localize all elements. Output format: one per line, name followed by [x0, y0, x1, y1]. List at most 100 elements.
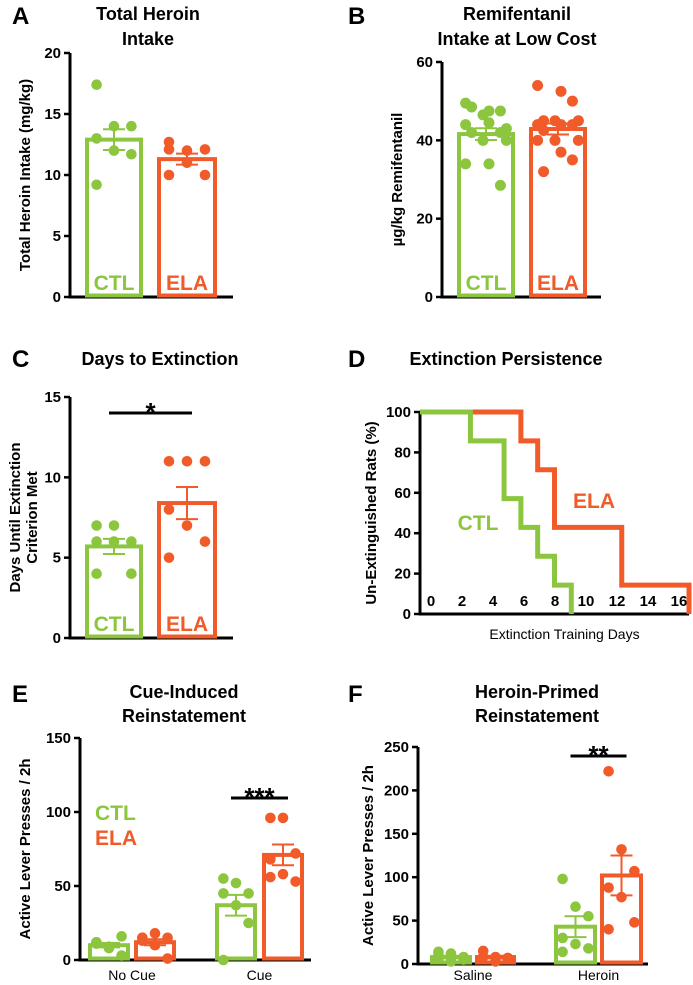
x-category-label: No Cue	[108, 967, 156, 983]
panel-title: Days to Extinction	[81, 349, 238, 369]
y-tick-label: 20	[394, 566, 411, 583]
data-point	[494, 127, 506, 138]
data-point	[91, 520, 102, 531]
data-point	[557, 932, 568, 944]
panel-title: Reinstatement	[475, 706, 599, 726]
data-point	[290, 848, 301, 859]
data-point	[483, 117, 495, 129]
data-point	[566, 95, 578, 107]
panel-letter: D	[348, 346, 365, 373]
data-point	[532, 134, 544, 146]
data-point	[116, 950, 127, 961]
survival-line-ctl	[420, 409, 574, 614]
y-tick-label: 150	[46, 730, 71, 747]
data-point	[91, 133, 102, 144]
data-point	[108, 520, 120, 531]
panel-title: Cue-Induced	[129, 682, 238, 702]
x-tick-label: 16	[671, 593, 688, 610]
y-tick-label: 50	[392, 913, 409, 930]
panel-title: Intake at Low Cost	[437, 29, 596, 49]
data-point	[500, 134, 512, 146]
data-point	[91, 536, 102, 547]
x-tick-label: 0	[427, 593, 435, 610]
y-tick-label: 0	[425, 289, 433, 306]
data-point	[460, 119, 472, 131]
panel-title: Extinction Persistence	[409, 349, 602, 369]
data-point	[265, 854, 276, 865]
data-point	[149, 928, 161, 939]
data-point	[555, 85, 567, 97]
data-point	[603, 882, 614, 893]
data-point	[91, 938, 102, 950]
x-axis-label: Extinction Training Days	[489, 626, 639, 642]
bar-label-ela: ELA	[537, 272, 579, 295]
y-axis-label: Criterion Met	[24, 471, 41, 564]
data-point	[616, 844, 627, 855]
data-point	[494, 179, 506, 191]
y-tick-label: 0	[63, 952, 71, 969]
data-point	[603, 766, 614, 777]
y-tick-label: 20	[416, 211, 433, 228]
data-point	[557, 873, 568, 885]
data-point	[199, 455, 211, 467]
y-tick-label: 20	[44, 45, 61, 62]
data-point	[549, 134, 561, 146]
y-tick-label: 100	[46, 804, 71, 821]
bar-label-ctl: CTL	[466, 272, 507, 295]
panel-title: Reinstatement	[122, 706, 246, 726]
y-tick-label: 80	[394, 444, 411, 461]
data-point	[460, 158, 472, 170]
y-tick-label: 250	[384, 739, 409, 756]
data-point	[570, 938, 581, 950]
data-point	[218, 954, 229, 966]
data-point	[126, 568, 137, 580]
y-tick-label: 5	[53, 228, 61, 245]
x-category-label: Saline	[454, 967, 493, 983]
data-point	[163, 169, 175, 181]
data-point	[265, 871, 276, 883]
data-point	[126, 536, 137, 547]
data-point	[163, 504, 175, 515]
panel-title: Remifentanil	[463, 4, 571, 24]
y-tick-label: 40	[416, 132, 433, 149]
data-point	[181, 455, 193, 467]
data-point	[277, 868, 289, 880]
data-point	[290, 876, 301, 887]
y-tick-label: 100	[386, 404, 411, 421]
panel-letter: B	[348, 3, 365, 30]
panel-letter: C	[12, 346, 29, 373]
bar-label-ctl: CTL	[94, 272, 135, 295]
data-point	[466, 127, 478, 138]
panel-a: A Total Heroin Intake 0 5 10 15 20 Total Heroin …	[12, 3, 233, 306]
data-point	[566, 119, 578, 131]
data-point	[566, 154, 578, 166]
data-point	[477, 109, 489, 121]
panel-title: Intake	[122, 29, 174, 49]
panel-letter: F	[348, 681, 363, 708]
data-point	[629, 917, 640, 928]
data-point	[137, 932, 148, 944]
y-tick-label: 10	[44, 469, 61, 486]
data-point	[162, 932, 173, 944]
data-point	[230, 877, 242, 889]
data-point	[163, 552, 175, 563]
y-tick-label: 50	[54, 878, 71, 895]
panel-title: Heroin-Primed	[475, 682, 599, 702]
panel-f: F Heroin-Primed Reinstatement 0 50 100 150 200 2…	[348, 681, 648, 983]
y-tick-label: 0	[401, 956, 409, 973]
panel-title: Total Heroin	[96, 4, 200, 24]
data-point	[277, 812, 289, 824]
data-point	[629, 865, 640, 877]
data-point	[532, 80, 544, 91]
x-tick-label: 4	[489, 593, 498, 610]
panel-letter: E	[12, 681, 28, 708]
data-point	[218, 873, 229, 884]
y-tick-label: 0	[53, 630, 61, 647]
data-point	[458, 951, 469, 963]
x-tick-label: 8	[551, 593, 559, 610]
data-point	[91, 179, 102, 191]
data-point	[477, 951, 489, 963]
x-tick-label: 6	[520, 593, 528, 610]
data-point	[572, 134, 584, 146]
